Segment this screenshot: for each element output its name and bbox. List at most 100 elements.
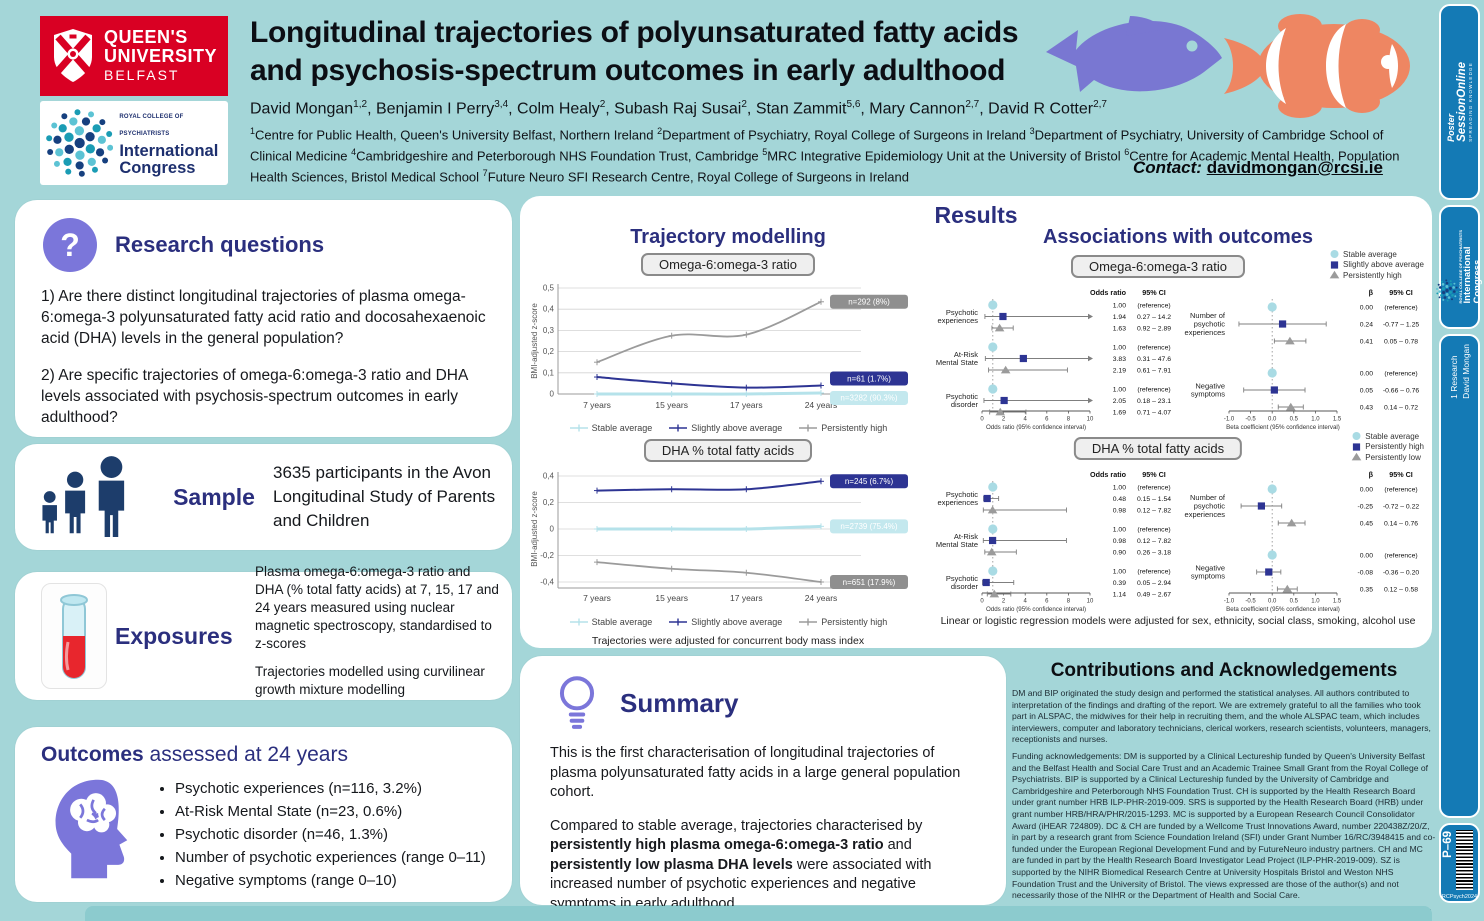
affiliations: 1Centre for Public Health, Queen's Unive… <box>250 126 1400 184</box>
svg-text:disorder: disorder <box>951 400 979 409</box>
svg-text:0.35: 0.35 <box>1360 586 1373 593</box>
svg-text:1.00: 1.00 <box>1113 568 1126 575</box>
svg-text:-0.72 – 0.22: -0.72 – 0.22 <box>1383 503 1419 510</box>
poster-session-sidebar: Poster SessionOnline SPREADING KNOWLEDGE… <box>1436 0 1484 921</box>
svg-text:0,4: 0,4 <box>543 305 555 314</box>
svg-text:2: 2 <box>1002 417 1006 423</box>
svg-text:(reference): (reference) <box>1137 302 1170 309</box>
svg-text:1.00: 1.00 <box>1113 526 1126 533</box>
svg-text:7 years: 7 years <box>583 400 611 410</box>
forest-omega-legend: Stable average Slightly above average Pers… <box>1329 249 1424 281</box>
contact-email-link[interactable]: davidmongan@rcsi.ie <box>1206 158 1383 177</box>
svg-text:1.0: 1.0 <box>1311 417 1320 423</box>
svg-text:experiences: experiences <box>938 316 979 325</box>
svg-text:-0.66 – 0.76: -0.66 – 0.76 <box>1383 387 1419 394</box>
summary-card: Summary This is the first characterisati… <box>520 656 1006 912</box>
forest-legend-item: Stable average <box>1351 431 1424 442</box>
svg-text:2: 2 <box>1002 599 1006 605</box>
svg-text:symptoms: symptoms <box>1191 390 1225 399</box>
svg-text:Psychotic: Psychotic <box>946 308 978 317</box>
svg-text:0,3: 0,3 <box>543 326 555 335</box>
sidebar-congress-logo: ROYAL COLLEGE OF PSYCHIATRISTS Internati… <box>1436 230 1483 304</box>
bottom-accent-band <box>85 906 1432 921</box>
research-questions-title: Research questions <box>115 232 325 257</box>
legend-item: Slightly above average <box>669 423 783 433</box>
svg-text:0.92 – 2.89: 0.92 – 2.89 <box>1137 325 1171 332</box>
svg-text:-0,4: -0,4 <box>540 578 554 587</box>
svg-text:0.0: 0.0 <box>1268 417 1277 423</box>
qub-logo-line1: QUEEN'S <box>104 26 188 47</box>
congress-college-text: ROYAL COLLEGE OF PSYCHIATRISTS <box>119 114 184 137</box>
svg-text:-0,2: -0,2 <box>540 551 554 560</box>
brain-head-icon <box>55 779 128 879</box>
svg-text:BMI-adjusted z-score: BMI-adjusted z-score <box>530 491 539 567</box>
exposures-title: Exposures <box>115 622 233 649</box>
svg-text:Psychotic: Psychotic <box>946 490 978 499</box>
acknowledgements-paragraph-2: Funding acknowledgements: DM is supporte… <box>1012 750 1436 901</box>
svg-text:15 years: 15 years <box>655 400 688 410</box>
svg-text:psychotic: psychotic <box>1194 320 1226 329</box>
results-heading: Results <box>934 202 1018 228</box>
svg-text:0.14 – 0.72: 0.14 – 0.72 <box>1384 404 1418 411</box>
svg-text:0.00: 0.00 <box>1360 370 1373 377</box>
svg-text:Mental State: Mental State <box>936 358 978 367</box>
research-question-2: 2) Are specific trajectories of omega-6:… <box>41 367 468 426</box>
svg-text:0.00: 0.00 <box>1360 552 1373 559</box>
svg-text:n=2739 (75.4%): n=2739 (75.4%) <box>840 522 897 531</box>
sidebar-poster-number-segment: P–69 RCPsych2024 <box>1439 823 1480 903</box>
svg-text:0.43: 0.43 <box>1360 404 1373 411</box>
svg-text:(reference): (reference) <box>1384 304 1417 311</box>
svg-text:(reference): (reference) <box>1137 526 1170 533</box>
svg-text:1.5: 1.5 <box>1333 417 1342 423</box>
legend-item: Stable average <box>569 423 653 433</box>
svg-text:n=245 (6.7%): n=245 (6.7%) <box>845 477 894 486</box>
svg-text:β: β <box>1369 288 1374 297</box>
svg-text:1.00: 1.00 <box>1113 344 1126 351</box>
svg-text:0,1: 0,1 <box>543 368 555 377</box>
presenter-name: David Mongan <box>1460 344 1471 399</box>
svg-text:0,5: 0,5 <box>543 284 555 293</box>
svg-text:4: 4 <box>1024 417 1028 423</box>
svg-text:-0.36 – 0.20: -0.36 – 0.20 <box>1383 569 1419 576</box>
trajectory-heading: Trajectory modelling <box>630 226 826 248</box>
event-code: RCPsych2024 <box>1441 894 1478 900</box>
svg-text:0,4: 0,4 <box>543 472 555 481</box>
svg-text:Negative: Negative <box>1195 563 1225 572</box>
svg-text:(reference): (reference) <box>1137 386 1170 393</box>
contact-label: Contact: <box>1133 158 1202 177</box>
test-tube-icon <box>41 583 107 689</box>
outcomes-title-rest: assessed at 24 years <box>143 743 348 766</box>
question-icon: ? <box>43 218 97 272</box>
research-questions-card: ? Research questions 1) Are there distin… <box>15 200 512 437</box>
title-line-2: and psychosis-spectrum outcomes in early… <box>250 54 1006 87</box>
summary-title: Summary <box>620 687 739 718</box>
legend-item: Stable average <box>569 617 653 627</box>
svg-text:Psychotic: Psychotic <box>946 574 978 583</box>
svg-text:disorder: disorder <box>951 582 979 591</box>
lightbulb-icon <box>559 676 595 729</box>
exposures-card: Exposures Plasma omega-6:omega-3 ratio a… <box>15 564 512 700</box>
congress-line2: Congress <box>119 159 196 177</box>
exposures-text-1: Plasma omega-6:omega-3 ratio and DHA (% … <box>255 564 499 651</box>
svg-text:15 years: 15 years <box>655 593 688 603</box>
svg-text:0.14 – 0.76: 0.14 – 0.76 <box>1384 520 1418 527</box>
svg-text:1.14: 1.14 <box>1113 591 1126 598</box>
svg-text:0,2: 0,2 <box>543 498 555 507</box>
svg-text:0.5: 0.5 <box>1290 417 1299 423</box>
svg-text:0.71 – 4.07: 0.71 – 4.07 <box>1137 409 1171 416</box>
qub-logo-line2: UNIVERSITY <box>104 45 218 66</box>
svg-text:10: 10 <box>1087 417 1094 423</box>
sidebar-congress-segment: ROYAL COLLEGE OF PSYCHIATRISTS Internati… <box>1436 205 1483 329</box>
omega-chart-title: Omega-6:omega-3 ratio <box>640 253 815 276</box>
trajectory-chart-omega-legend: Stable average Slightly above average Pers… <box>528 423 928 433</box>
poster-number: P–69 <box>1442 831 1454 858</box>
svg-text:24 years: 24 years <box>805 400 838 410</box>
svg-text:0.0: 0.0 <box>1268 599 1277 605</box>
svg-text:experiences: experiences <box>1185 510 1226 519</box>
svg-text:0.12 – 0.58: 0.12 – 0.58 <box>1384 586 1418 593</box>
svg-text:-0.08: -0.08 <box>1358 569 1374 576</box>
sidebar-congress-line2: Congress <box>1472 259 1483 304</box>
svg-text:experiences: experiences <box>1185 328 1226 337</box>
forest-panel-dha: DHA % total fatty acids Stable average Pe… <box>930 432 1426 613</box>
